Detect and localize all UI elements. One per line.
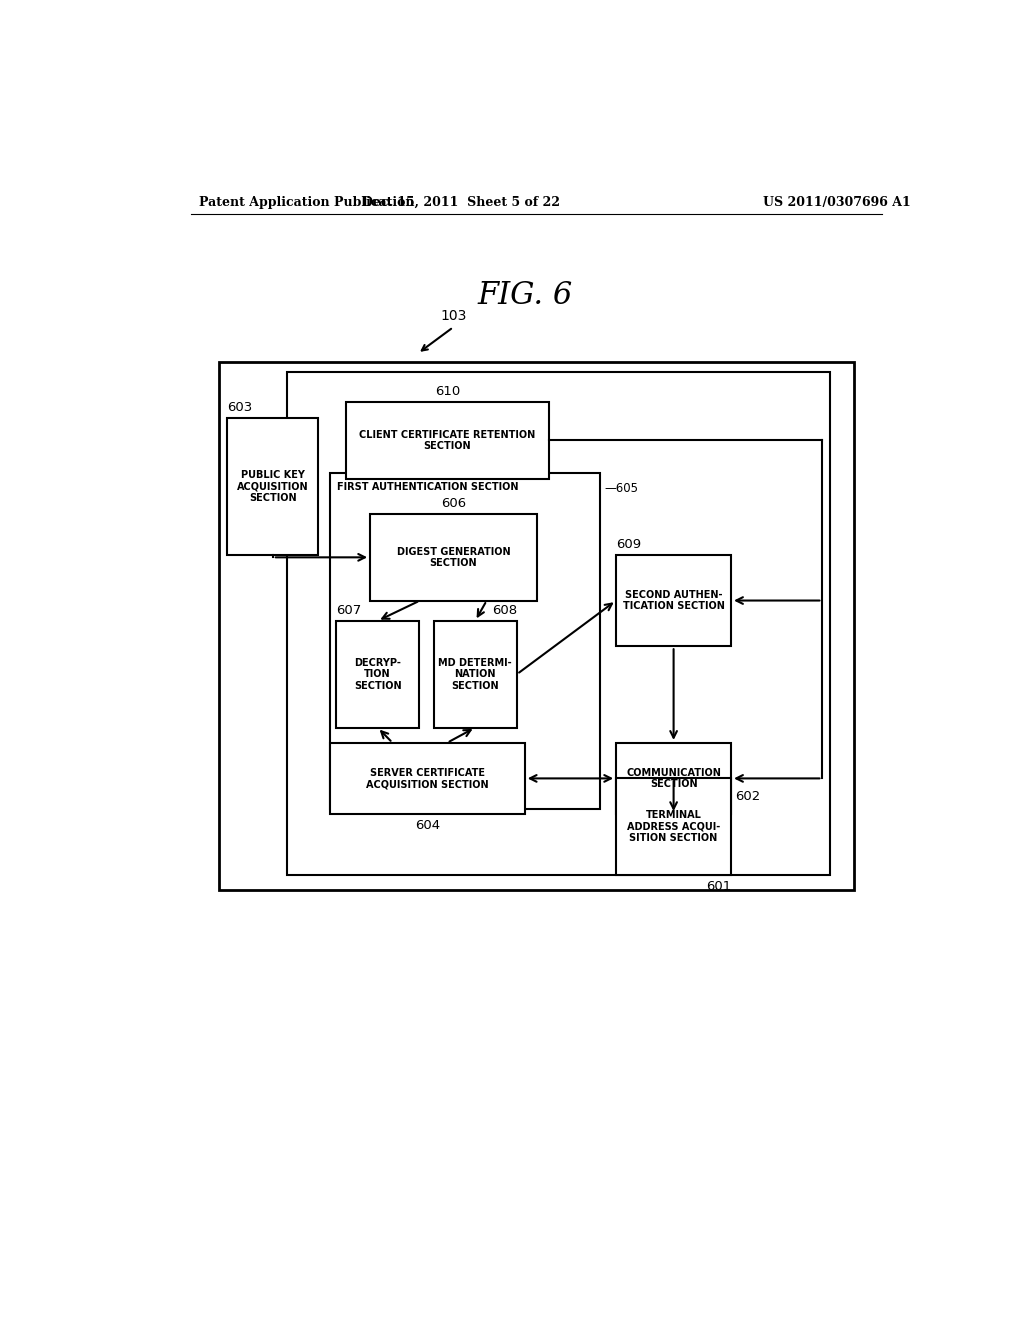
- Text: MD DETERMI-
NATION
SECTION: MD DETERMI- NATION SECTION: [438, 657, 512, 690]
- Bar: [287, 372, 830, 875]
- Text: 608: 608: [492, 603, 517, 616]
- Text: DECRYP-
TION
SECTION: DECRYP- TION SECTION: [353, 657, 401, 690]
- Text: 604: 604: [415, 818, 440, 832]
- Text: TERMINAL
ADDRESS ACQUI-
SITION SECTION: TERMINAL ADDRESS ACQUI- SITION SECTION: [627, 810, 720, 843]
- Text: SERVER CERTIFICATE
ACQUISITION SECTION: SERVER CERTIFICATE ACQUISITION SECTION: [367, 768, 488, 789]
- Text: 602: 602: [735, 789, 761, 803]
- Text: —605: —605: [604, 482, 638, 495]
- Bar: [346, 403, 549, 479]
- Bar: [336, 620, 419, 727]
- Text: 601: 601: [706, 880, 731, 894]
- Text: CLIENT CERTIFICATE RETENTION
SECTION: CLIENT CERTIFICATE RETENTION SECTION: [359, 429, 536, 451]
- Bar: [331, 474, 600, 809]
- Text: 606: 606: [440, 498, 466, 510]
- Text: 610: 610: [435, 385, 460, 399]
- Text: PUBLIC KEY
ACQUISITION
SECTION: PUBLIC KEY ACQUISITION SECTION: [237, 470, 308, 503]
- Bar: [616, 743, 731, 814]
- Text: US 2011/0307696 A1: US 2011/0307696 A1: [763, 195, 910, 209]
- Text: 103: 103: [440, 309, 467, 323]
- Bar: [616, 779, 731, 875]
- Text: Patent Application Publication: Patent Application Publication: [200, 195, 415, 209]
- Text: 603: 603: [227, 400, 253, 413]
- Bar: [616, 554, 731, 647]
- Bar: [331, 743, 525, 814]
- Text: FIRST AUTHENTICATION SECTION: FIRST AUTHENTICATION SECTION: [337, 482, 518, 491]
- Text: FIG. 6: FIG. 6: [477, 280, 572, 312]
- Bar: [219, 362, 854, 890]
- Bar: [370, 515, 537, 601]
- Text: Dec. 15, 2011  Sheet 5 of 22: Dec. 15, 2011 Sheet 5 of 22: [362, 195, 560, 209]
- Text: COMMUNICATION
SECTION: COMMUNICATION SECTION: [626, 768, 721, 789]
- Text: SECOND AUTHEN-
TICATION SECTION: SECOND AUTHEN- TICATION SECTION: [623, 590, 725, 611]
- Text: 609: 609: [616, 537, 641, 550]
- Text: DIGEST GENERATION
SECTION: DIGEST GENERATION SECTION: [396, 546, 510, 568]
- Bar: [433, 620, 517, 727]
- Bar: [227, 417, 318, 554]
- Text: 607: 607: [336, 603, 361, 616]
